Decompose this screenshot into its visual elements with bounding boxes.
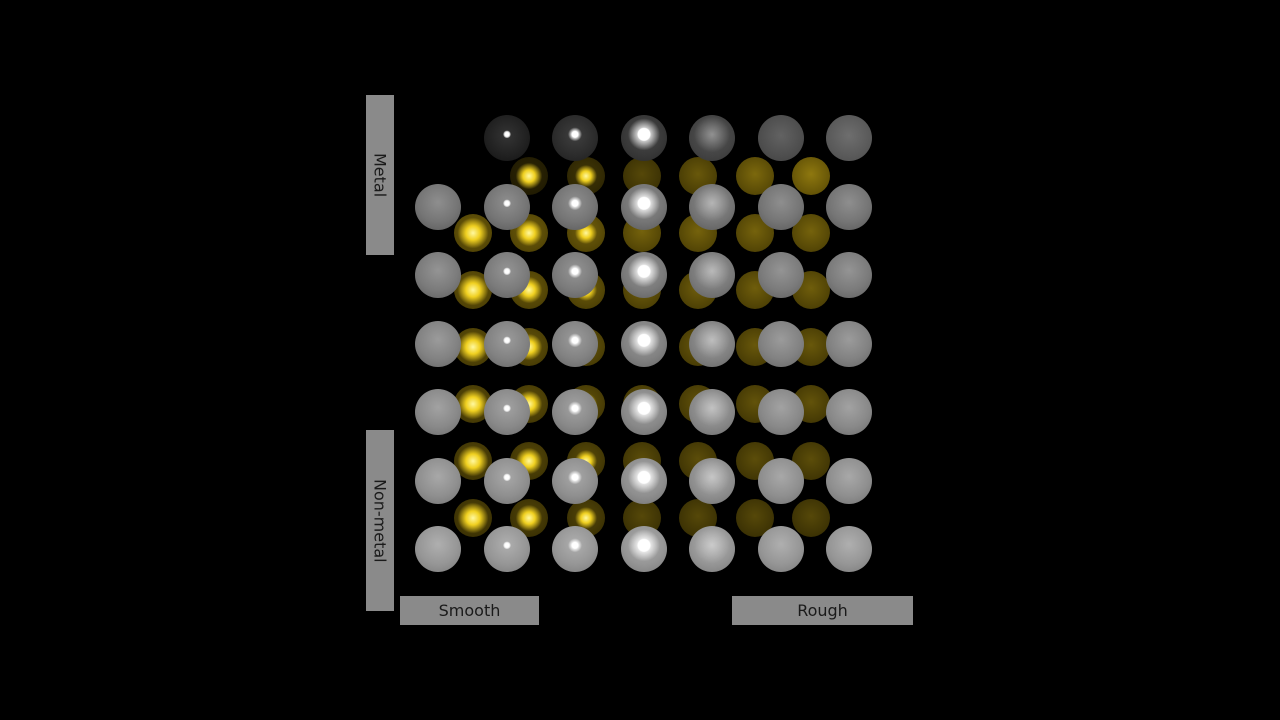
grey-sphere	[826, 389, 872, 435]
metal-label: Metal	[366, 95, 394, 255]
grey-sphere	[757, 320, 804, 367]
grey-sphere	[757, 115, 804, 161]
grey-sphere	[757, 526, 804, 572]
grey-sphere	[689, 183, 735, 230]
grey-sphere	[620, 457, 667, 504]
grey-sphere	[757, 457, 804, 504]
smooth-label: Smooth	[400, 596, 539, 625]
grey-sphere	[415, 457, 461, 504]
gold-sphere	[791, 157, 830, 195]
grey-sphere	[483, 457, 530, 504]
grey-sphere	[415, 526, 461, 572]
gold-sphere	[454, 499, 492, 537]
grey-sphere	[552, 457, 598, 504]
grey-sphere	[757, 183, 804, 230]
grey-sphere	[552, 252, 598, 298]
grey-sphere	[483, 526, 530, 572]
grey-sphere	[415, 183, 461, 230]
grey-sphere	[552, 320, 598, 367]
grey-sphere	[620, 526, 667, 572]
grey-sphere	[552, 389, 598, 435]
grey-sphere	[826, 115, 872, 161]
grey-sphere	[415, 252, 461, 298]
non-metal-label-text: Non-metal	[370, 478, 390, 563]
grey-sphere	[620, 183, 667, 230]
rough-label-text: Rough	[797, 601, 848, 620]
grey-sphere	[826, 526, 872, 572]
grey-sphere	[483, 320, 530, 367]
grey-sphere	[689, 457, 735, 504]
grey-sphere	[415, 320, 461, 367]
grey-sphere	[689, 252, 735, 298]
rough-label: Rough	[732, 596, 913, 625]
smooth-label-text: Smooth	[438, 601, 501, 620]
grey-sphere	[757, 389, 804, 435]
grey-sphere	[483, 115, 530, 161]
grey-sphere	[483, 389, 530, 435]
gold-sphere	[454, 157, 492, 195]
grey-sphere	[620, 115, 667, 161]
grey-sphere	[552, 183, 598, 230]
grey-sphere	[826, 320, 872, 367]
grey-sphere	[620, 320, 667, 367]
gold-sphere	[454, 214, 492, 252]
non-metal-label: Non-metal	[366, 430, 394, 611]
grey-sphere	[689, 320, 735, 367]
grey-sphere	[415, 389, 461, 435]
grey-sphere	[483, 183, 530, 230]
grey-sphere	[620, 389, 667, 435]
grey-sphere	[689, 115, 735, 161]
grey-sphere	[826, 252, 872, 298]
grey-sphere	[552, 526, 598, 572]
gold-sphere	[791, 499, 830, 537]
grey-sphere	[620, 252, 667, 298]
grey-sphere	[689, 389, 735, 435]
grey-sphere	[757, 252, 804, 298]
grey-sphere	[689, 526, 735, 572]
grey-sphere	[483, 252, 530, 298]
metal-label-text: Metal	[370, 152, 390, 198]
grey-sphere	[826, 457, 872, 504]
grey-sphere	[826, 183, 872, 230]
grey-sphere	[552, 115, 598, 161]
